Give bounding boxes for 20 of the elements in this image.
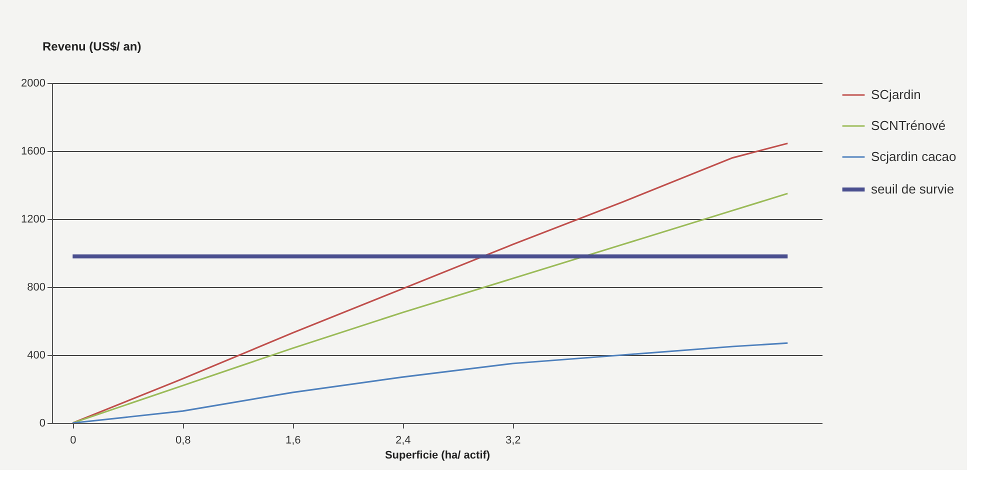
y-tick-label: 0 xyxy=(39,418,46,430)
line-series xyxy=(72,342,788,423)
y-axis-title: Revenu (US$/ an) xyxy=(42,40,142,54)
legend-label: SCjardin xyxy=(871,87,921,102)
x-tick-label: 3,2 xyxy=(505,434,521,446)
x-tick-label: 1,6 xyxy=(285,434,301,446)
legend-label: Scjardin cacao xyxy=(871,149,956,164)
x-tick-label: 0,8 xyxy=(175,434,191,446)
line-series xyxy=(72,192,788,423)
legend-label: seuil de survie xyxy=(871,182,954,196)
legend-label: SCNTrénové xyxy=(871,118,946,133)
y-tick-label: 2000 xyxy=(21,78,46,90)
x-tick-label: 0 xyxy=(70,434,76,446)
line-series xyxy=(72,142,788,423)
y-tick-label: 800 xyxy=(27,282,46,294)
x-axis-title: Superficie (ha/ actif) xyxy=(384,450,490,462)
y-tick-label: 1200 xyxy=(21,214,46,226)
x-tick-label: 2,4 xyxy=(395,434,411,446)
y-tick-label: 1600 xyxy=(21,146,46,158)
y-tick-label: 400 xyxy=(27,350,46,362)
